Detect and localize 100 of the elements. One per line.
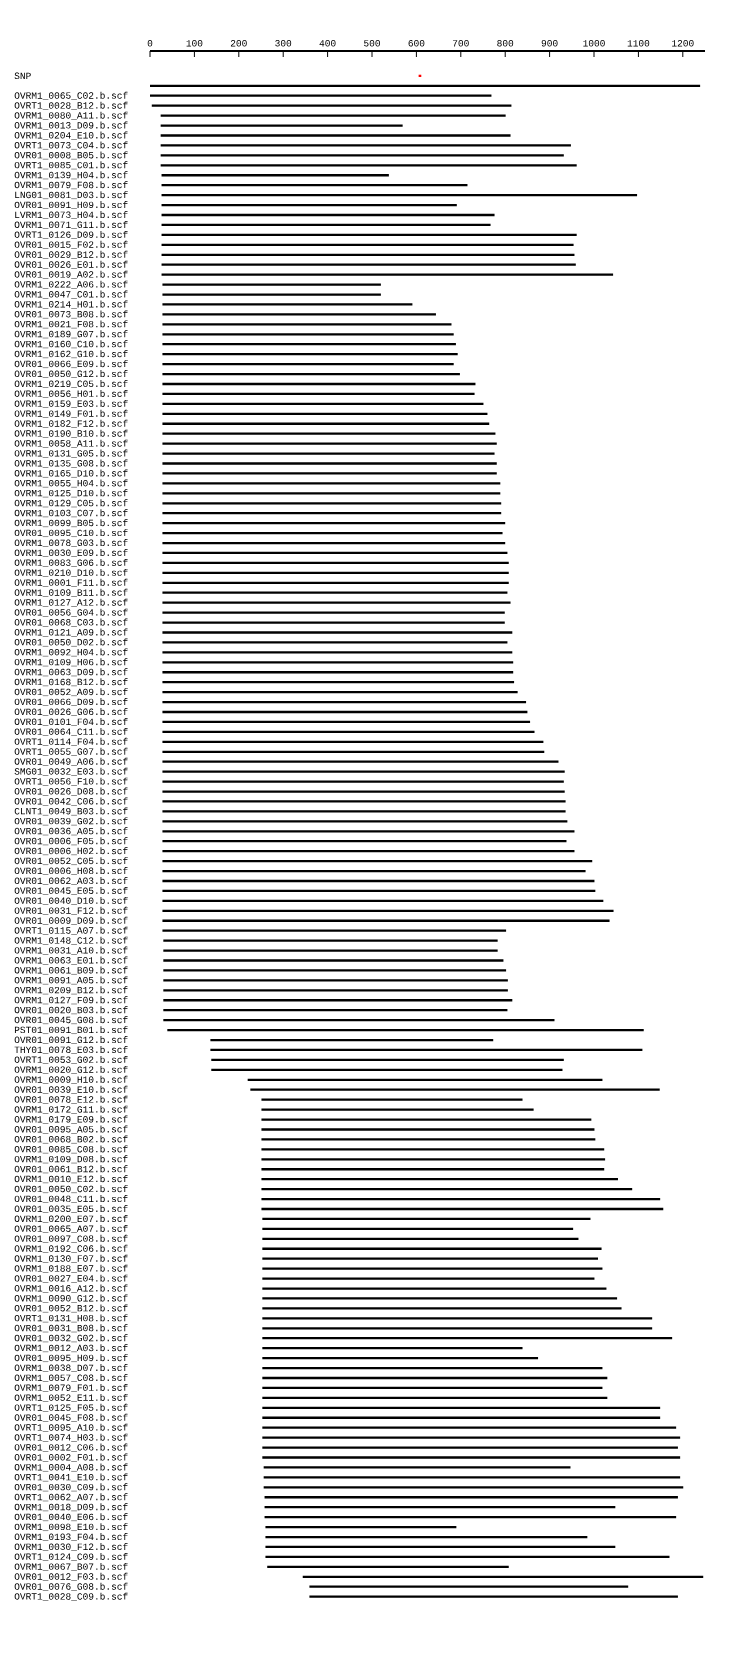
y-tick-label: OVR01_0095_H09.b.scf	[14, 1354, 128, 1363]
y-tick-label: OVR01_0052_C05.b.scf	[14, 857, 128, 866]
y-tick-label: OVR01_0073_B08.b.scf	[14, 310, 128, 319]
y-tick-label: OVR01_0050_D02.b.scf	[14, 638, 128, 647]
bar	[160, 124, 403, 127]
y-tick-label: OVRM1_0148_C12.b.scf	[14, 936, 128, 945]
y-tick-label: OVRM1_0139_H04.b.scf	[14, 171, 128, 180]
y-tick-label: OVRT1_0124_C09.b.scf	[14, 1552, 128, 1561]
y-tick-label: OVRM1_0219_C05.b.scf	[14, 380, 128, 388]
y-tick-label: OVRT1_0115_A07.b.scf	[14, 926, 128, 935]
x-tick-label: 600	[408, 40, 425, 47]
y-tick-label: OVR01_0066_E09.b.scf	[14, 360, 128, 369]
bar	[263, 1466, 571, 1469]
bar	[162, 631, 513, 634]
y-tick-label: OVR01_0048_C11.b.scf	[14, 1195, 128, 1204]
y-tick-label: OVRT1_0062_A07.b.scf	[14, 1493, 128, 1502]
y-tick-label: OVRM1_0125_D10.b.scf	[14, 489, 128, 498]
y-tick-label: OVR01_0026_G06.b.scf	[14, 708, 128, 716]
y-tick-label: OVRM1_0179_E09.b.scf	[14, 1115, 128, 1124]
y-tick-label: OVRM1_0098_E10.b.scf	[14, 1523, 128, 1532]
y-tick-label: OVRM1_0182_F12.b.scf	[14, 419, 128, 428]
y-tick-label: OVRM1_0067_B07.b.scf	[14, 1562, 128, 1571]
y-tick-label: OVRT1_0056_F10.b.scf	[14, 777, 128, 786]
bar	[160, 144, 571, 147]
bar	[261, 1148, 605, 1151]
y-tick-label: SNP	[14, 72, 31, 80]
y-tick-label: OVR01_0031_F12.b.scf	[14, 906, 128, 915]
y-tick-label: OVR01_0066_D09.b.scf	[14, 698, 128, 707]
y-tick-label: OVRM1_0030_E09.b.scf	[14, 549, 128, 557]
y-tick-label: OVRM1_0162_G10.b.scf	[14, 350, 128, 359]
y-tick-label: OVR01_0049_A06.b.scf	[14, 757, 128, 766]
y-tick-label: OVRM1_0121_A09.b.scf	[14, 628, 128, 637]
bar	[262, 1287, 607, 1290]
y-tick-label: OVR01_0015_F02.b.scf	[14, 240, 128, 249]
y-tick-label: SMG01_0032_E03.b.scf	[14, 767, 128, 776]
y-tick-label: OVRT1_0095_A10.b.scf	[14, 1423, 128, 1432]
bar	[162, 303, 413, 306]
y-tick-label: OVR01_0076_G08.b.scf	[14, 1582, 128, 1591]
y-tick-label: OVR01_0095_A05.b.scf	[14, 1125, 128, 1134]
y-tick-label: OVRM1_0090_G12.b.scf	[14, 1294, 128, 1303]
x-tick-label: 700	[452, 40, 469, 47]
y-tick-label: OVRM1_0065_C02.b.scf	[14, 91, 128, 100]
bar	[162, 452, 495, 455]
y-tick-label: LNG01_0081_D03.b.scf	[15, 191, 128, 200]
y-tick-label: OVR01_0062_A03.b.scf	[14, 877, 128, 885]
y-tick-label: OVR01_0085_C08.b.scf	[14, 1145, 128, 1154]
y-tick-label: OVRM1_0172_G11.b.scf	[14, 1105, 128, 1114]
y-tick-label: OVRM1_0083_G06.b.scf	[14, 558, 128, 567]
y-tick-label: OVR01_0068_C03.b.scf	[14, 618, 128, 627]
y-tick-label: OVRM1_0031_A10.b.scf	[14, 946, 128, 955]
bar	[263, 1476, 681, 1479]
x-tick-label: 500	[364, 40, 380, 47]
y-tick-label: OVRT1_0085_C01.b.scf	[14, 161, 128, 170]
y-tick-label: OVRT1_0055_G07.b.scf	[14, 747, 128, 756]
y-tick-label: OVR01_0061_B12.b.scf	[14, 1165, 128, 1174]
y-tick-label: OVR01_0027_E04.b.scf	[14, 1274, 128, 1283]
y-tick-label: OVR01_0045_G08.b.scf	[14, 1016, 128, 1025]
y-tick-label: OVRT1_0028_C09.b.scf	[14, 1592, 128, 1601]
y-tick-label: OVR01_0052_B12.b.scf	[14, 1304, 128, 1313]
y-tick-label: OVR01_0006_H08.b.scf	[14, 867, 128, 875]
y-tick-label: OVRT1_0041_E10.b.scf	[14, 1473, 128, 1482]
y-tick-label: OVR01_0097_C08.b.scf	[14, 1234, 128, 1243]
y-tick-label: OVR01_0029_B12.b.scf	[14, 250, 128, 259]
y-tick-label: OVRM1_0200_E07.b.scf	[14, 1214, 128, 1223]
y-tick-label: OVR01_0039_E10.b.scf	[14, 1085, 128, 1094]
y-tick-label: OVRM1_0009_H10.b.scf	[14, 1075, 128, 1084]
bar	[163, 959, 504, 962]
y-tick-label: OVRT1_0053_G02.b.scf	[14, 1055, 128, 1064]
y-tick-label: OVRM1_0038_D07.b.scf	[14, 1364, 128, 1372]
y-tick-label: OVRM1_0061_B09.b.scf	[14, 966, 128, 975]
bar	[163, 949, 498, 952]
x-tick-label: 0	[147, 40, 153, 47]
y-tick-label: OVRM1_0052_E11.b.scf	[14, 1393, 128, 1402]
y-tick-label: OVRM1_0109_D08.b.scf	[14, 1155, 128, 1164]
y-tick-label: CLNT1_0049_B03.b.scf	[14, 807, 128, 816]
y-tick-label: OVRM1_0058_A11.b.scf	[14, 439, 128, 448]
y-tick-label: OVR01_0009_D09.b.scf	[14, 916, 128, 925]
bar	[162, 611, 505, 614]
bar	[262, 1277, 595, 1280]
y-tick-label: OVRM1_0055_H04.b.scf	[14, 479, 128, 488]
bar	[163, 969, 507, 972]
y-tick-label: OVR01_0006_H02.b.scf	[14, 847, 128, 856]
bar	[162, 621, 505, 624]
bar	[262, 1307, 622, 1310]
bar	[262, 1446, 678, 1449]
y-tick-label: OVRM1_0159_E03.b.scf	[14, 399, 128, 408]
y-tick-label: OVRT1_0125_F05.b.scf	[14, 1403, 128, 1412]
bar	[162, 810, 566, 813]
y-tick-label: OVR01_0095_C10.b.scf	[14, 529, 128, 538]
y-tick-label: OVRM1_0004_A08.b.scf	[14, 1463, 128, 1472]
y-tick-label: OVRM1_0129_C05.b.scf	[14, 499, 128, 508]
y-tick-label: OVR01_0031_B08.b.scf	[14, 1324, 128, 1333]
bar	[163, 979, 508, 982]
bar	[262, 1456, 681, 1459]
y-tick-label: OVRM1_0193_F04.b.scf	[14, 1533, 128, 1541]
y-tick-label: OVRM1_0010_E12.b.scf	[14, 1175, 128, 1184]
bar	[162, 800, 566, 803]
bar	[162, 313, 436, 316]
bar	[162, 482, 501, 485]
y-tick-label: PST01_0091_B01.b.scf	[14, 1026, 128, 1035]
